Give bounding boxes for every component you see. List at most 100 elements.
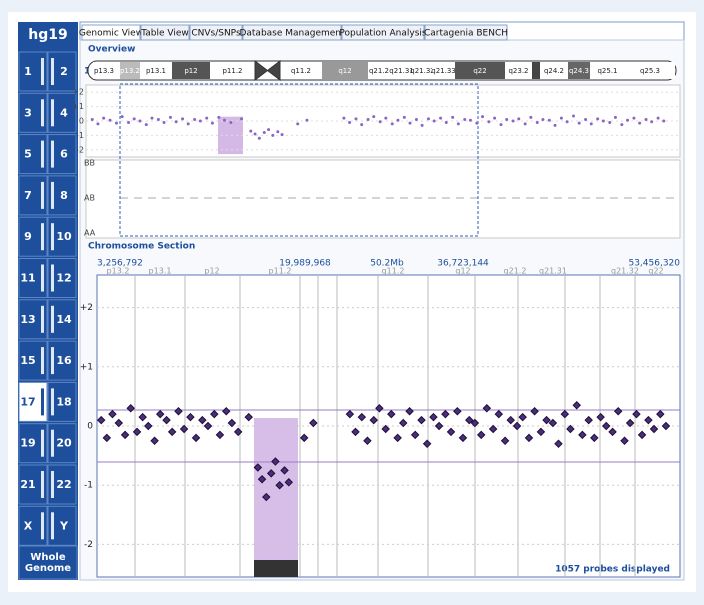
probe-point bbox=[345, 409, 355, 419]
probe-point bbox=[560, 409, 570, 419]
overview-point bbox=[572, 114, 576, 118]
overview-point bbox=[276, 130, 280, 134]
chromosome-icon bbox=[51, 140, 54, 168]
chromosome-label: 19 bbox=[20, 437, 35, 450]
probe-point bbox=[266, 469, 276, 478]
section-band-label: q21.2 bbox=[504, 267, 527, 276]
overview-point bbox=[541, 118, 545, 122]
section-band-label: p11.2 bbox=[269, 267, 292, 276]
probe-point bbox=[284, 478, 294, 487]
overview-point bbox=[638, 121, 642, 125]
overview-point bbox=[463, 118, 467, 122]
tab[interactable] bbox=[140, 24, 190, 41]
overview-point bbox=[102, 116, 106, 120]
probe-point bbox=[518, 412, 527, 422]
probe-point bbox=[244, 412, 253, 422]
tab-label: Population Analysis bbox=[339, 29, 427, 39]
tab[interactable] bbox=[242, 24, 342, 41]
band-label: q11.2 bbox=[291, 67, 311, 75]
overview-point bbox=[144, 123, 148, 127]
overview-point bbox=[96, 122, 100, 126]
chromosome-icon bbox=[41, 140, 44, 168]
probe-point bbox=[351, 427, 360, 437]
overview-point bbox=[408, 121, 412, 125]
probe-point bbox=[138, 412, 147, 422]
band-label: q22 bbox=[473, 67, 486, 75]
probe-point bbox=[375, 403, 384, 413]
deletion-highlight bbox=[254, 418, 298, 560]
probe-point bbox=[309, 418, 318, 428]
chromosome-icon bbox=[51, 181, 54, 209]
ideogram-band bbox=[455, 62, 505, 79]
overview-y-label: +1 bbox=[72, 102, 84, 111]
deletion-bar bbox=[254, 560, 298, 577]
overview-point bbox=[420, 123, 424, 127]
overview-point bbox=[620, 123, 624, 127]
overview-point bbox=[253, 132, 257, 136]
probe-point bbox=[465, 415, 474, 425]
overview-point bbox=[468, 118, 472, 122]
probe-point bbox=[548, 418, 558, 428]
chromosome-icon bbox=[41, 388, 44, 416]
overview-point bbox=[384, 116, 388, 120]
overview-point bbox=[601, 119, 605, 123]
tab[interactable] bbox=[424, 24, 508, 41]
probe-point bbox=[222, 406, 231, 416]
ideogram-band bbox=[590, 62, 625, 79]
chromosome-label: 6 bbox=[60, 148, 68, 161]
chromosome-label: 17 bbox=[20, 395, 35, 408]
probe-point bbox=[257, 475, 267, 484]
probe-point bbox=[253, 463, 263, 472]
probe-point bbox=[590, 433, 599, 443]
probe-point bbox=[620, 436, 629, 446]
section-title: Chromosome Section bbox=[88, 242, 195, 252]
band-label: q24.3 bbox=[569, 67, 589, 75]
ideogram-band bbox=[625, 62, 675, 79]
probe-point bbox=[191, 433, 201, 443]
overview-point bbox=[481, 115, 485, 119]
probe-point bbox=[271, 457, 280, 466]
probe-point bbox=[602, 421, 611, 431]
probe-point bbox=[661, 421, 671, 431]
overview-point bbox=[138, 119, 142, 123]
overview-point bbox=[108, 118, 112, 122]
band-label: p12 bbox=[184, 67, 197, 75]
probe-point bbox=[644, 415, 653, 425]
tab[interactable] bbox=[81, 24, 141, 41]
ideogram-band bbox=[93, 62, 120, 79]
probe-point bbox=[179, 424, 189, 434]
band-label: q23.2 bbox=[508, 67, 528, 75]
whole-genome-button[interactable] bbox=[18, 545, 78, 580]
tab-label: Table View bbox=[140, 29, 189, 39]
chromosome-label: 20 bbox=[56, 437, 72, 450]
overview-y-label: -2 bbox=[76, 145, 84, 154]
ideogram-band bbox=[120, 62, 140, 79]
probe-point bbox=[387, 409, 396, 419]
overview-point bbox=[305, 118, 309, 122]
overview-point bbox=[198, 119, 202, 123]
ideogram-band bbox=[368, 62, 390, 79]
probe-point bbox=[476, 430, 486, 440]
overview-point bbox=[505, 118, 509, 122]
overview-y-label: +2 bbox=[72, 88, 84, 97]
overview-point bbox=[523, 122, 527, 126]
overview-point bbox=[168, 115, 172, 119]
probe-point bbox=[210, 409, 219, 419]
overview-point bbox=[559, 116, 563, 120]
probe-point bbox=[280, 466, 289, 475]
probe-point bbox=[155, 409, 165, 419]
probe-point bbox=[275, 480, 284, 490]
tab[interactable] bbox=[341, 24, 425, 41]
ideogram-band bbox=[172, 62, 210, 79]
tab-label: CNVs/SNPs bbox=[191, 29, 241, 39]
overview-point bbox=[150, 116, 154, 120]
tab[interactable] bbox=[189, 24, 243, 41]
probe-point bbox=[203, 421, 213, 431]
overview-point bbox=[132, 117, 136, 121]
overview-point bbox=[656, 116, 660, 120]
overview-point bbox=[280, 133, 284, 137]
position-label: 53,456,320 bbox=[628, 259, 680, 269]
probe-point bbox=[596, 412, 605, 422]
chromosome-label: 11 bbox=[20, 272, 35, 285]
probe-point bbox=[162, 415, 171, 425]
